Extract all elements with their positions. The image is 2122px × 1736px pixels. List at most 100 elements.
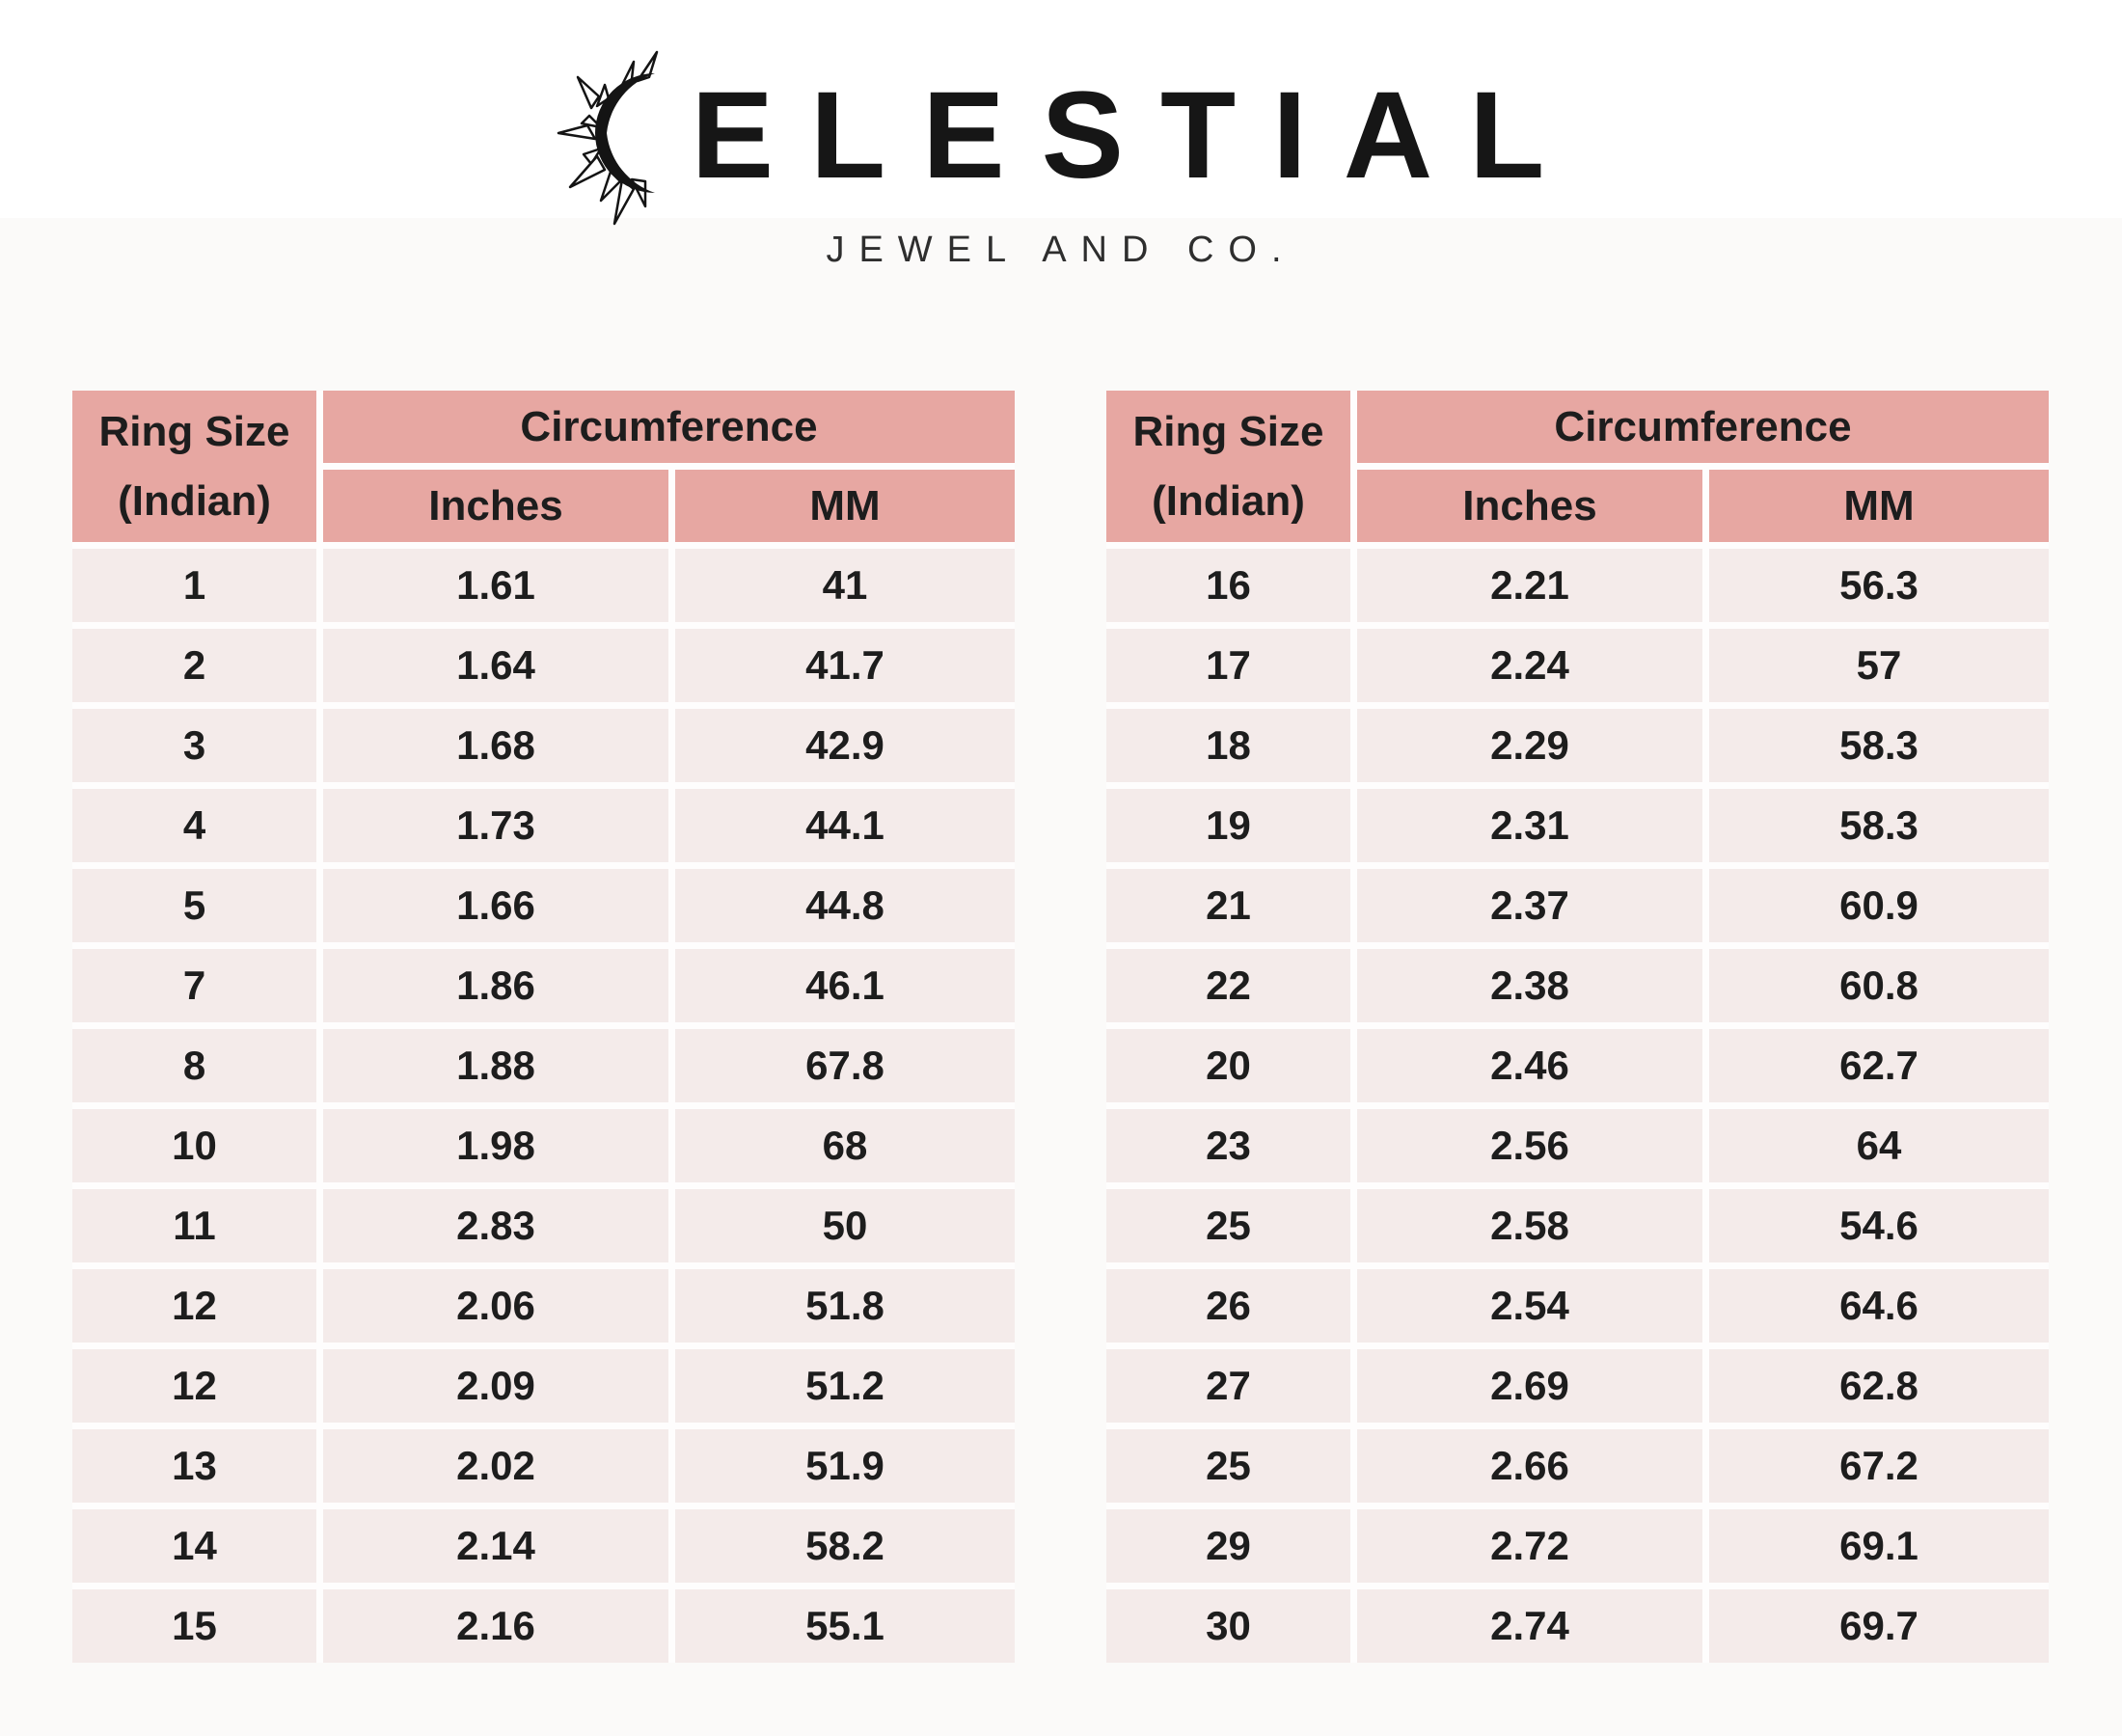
table-cell: 1.68 [323,709,668,782]
table-cell: 2.02 [323,1429,668,1503]
table-cell: 10 [72,1109,316,1182]
column-header-ring-size: Ring Size (Indian) [72,391,316,542]
table-cell: 2.56 [1357,1109,1702,1182]
table-cell: 2.14 [323,1509,668,1583]
column-header-ring-size-line1: Ring Size [1132,407,1324,455]
table-cell: 2.66 [1357,1429,1702,1503]
table-cell: 60.9 [1709,869,2049,942]
table-cell: 2.46 [1357,1029,1702,1102]
table-cell: 41 [675,549,1015,622]
table-cell: 2.16 [323,1589,668,1663]
table-cell: 2.74 [1357,1589,1702,1663]
table-cell: 1.98 [323,1109,668,1182]
ring-size-table-right: Ring Size (Indian) Circumference Inches … [1106,391,2049,1663]
table-cell: 46.1 [675,949,1015,1022]
table-cell: 67.2 [1709,1429,2049,1503]
table-cell: 30 [1106,1589,1350,1663]
table-cell: 58.3 [1709,709,2049,782]
table-cell: 14 [72,1509,316,1583]
table-cell: 2.72 [1357,1509,1702,1583]
table-cell: 21 [1106,869,1350,942]
table-cell: 29 [1106,1509,1350,1583]
brand-title: ELESTIAL [691,67,1582,204]
column-header-mm: MM [1709,470,2049,542]
column-header-inches: Inches [323,470,668,542]
table-cell: 42.9 [675,709,1015,782]
table-cell: 13 [72,1429,316,1503]
table-cell: 58.2 [675,1509,1015,1583]
table-cell: 2.24 [1357,629,1702,702]
table-cell: 44.8 [675,869,1015,942]
table-cell: 2.29 [1357,709,1702,782]
brand-logo: ELESTIAL JEWEL AND CO. [0,35,2122,285]
table-cell: 1.61 [323,549,668,622]
table-cell: 15 [72,1589,316,1663]
table-cell: 67.8 [675,1029,1015,1102]
table-cell: 2.37 [1357,869,1702,942]
column-header-ring-size-line1: Ring Size [98,407,290,455]
table-cell: 2.09 [323,1349,668,1423]
table-cell: 25 [1106,1429,1350,1503]
table-cell: 22 [1106,949,1350,1022]
table-cell: 2.06 [323,1269,668,1343]
column-header-circumference: Circumference [1357,391,2049,463]
table-cell: 1.86 [323,949,668,1022]
column-header-circumference: Circumference [323,391,1015,463]
table-cell: 41.7 [675,629,1015,702]
table-cell: 60.8 [1709,949,2049,1022]
table-cell: 69.7 [1709,1589,2049,1663]
table-cell: 7 [72,949,316,1022]
brand-tagline: JEWEL AND CO. [826,230,1296,270]
table-cell: 54.6 [1709,1189,2049,1262]
table-cell: 12 [72,1349,316,1423]
table-cell: 12 [72,1269,316,1343]
table-cell: 56.3 [1709,549,2049,622]
table-cell: 27 [1106,1349,1350,1423]
table-cell: 62.8 [1709,1349,2049,1423]
table-cell: 51.8 [675,1269,1015,1343]
table-cell: 57 [1709,629,2049,702]
table-cell: 11 [72,1189,316,1262]
table-cell: 50 [675,1189,1015,1262]
table-cell: 2.58 [1357,1189,1702,1262]
table-cell: 3 [72,709,316,782]
table-cell: 62.7 [1709,1029,2049,1102]
table-cell: 2.21 [1357,549,1702,622]
ring-size-table-left: Ring Size (Indian) Circumference Inches … [72,391,1015,1663]
table-cell: 69.1 [1709,1509,2049,1583]
table-cell: 18 [1106,709,1350,782]
column-header-ring-size: Ring Size (Indian) [1106,391,1350,542]
table-cell: 16 [1106,549,1350,622]
table-cell: 2.31 [1357,789,1702,862]
table-cell: 1.88 [323,1029,668,1102]
column-header-ring-size-line2: (Indian) [1152,476,1305,525]
table-cell: 64.6 [1709,1269,2049,1343]
table-cell: 68 [675,1109,1015,1182]
crescent-shape [594,73,655,193]
table-cell: 19 [1106,789,1350,862]
table-cell: 2.83 [323,1189,668,1262]
table-cell: 25 [1106,1189,1350,1262]
table-cell: 2 [72,629,316,702]
column-header-inches: Inches [1357,470,1702,542]
table-cell: 8 [72,1029,316,1102]
table-cell: 17 [1106,629,1350,702]
column-header-ring-size-line2: (Indian) [118,476,271,525]
table-cell: 58.3 [1709,789,2049,862]
table-cell: 4 [72,789,316,862]
crescent-sun-icon [541,35,686,228]
table-cell: 51.9 [675,1429,1015,1503]
table-cell: 1.64 [323,629,668,702]
table-cell: 1 [72,549,316,622]
table-cell: 55.1 [675,1589,1015,1663]
table-cell: 1.73 [323,789,668,862]
table-cell: 1.66 [323,869,668,942]
table-cell: 51.2 [675,1349,1015,1423]
table-cell: 2.54 [1357,1269,1702,1343]
table-cell: 2.69 [1357,1349,1702,1423]
table-cell: 44.1 [675,789,1015,862]
table-cell: 26 [1106,1269,1350,1343]
table-cell: 20 [1106,1029,1350,1102]
table-cell: 23 [1106,1109,1350,1182]
table-cell: 64 [1709,1109,2049,1182]
